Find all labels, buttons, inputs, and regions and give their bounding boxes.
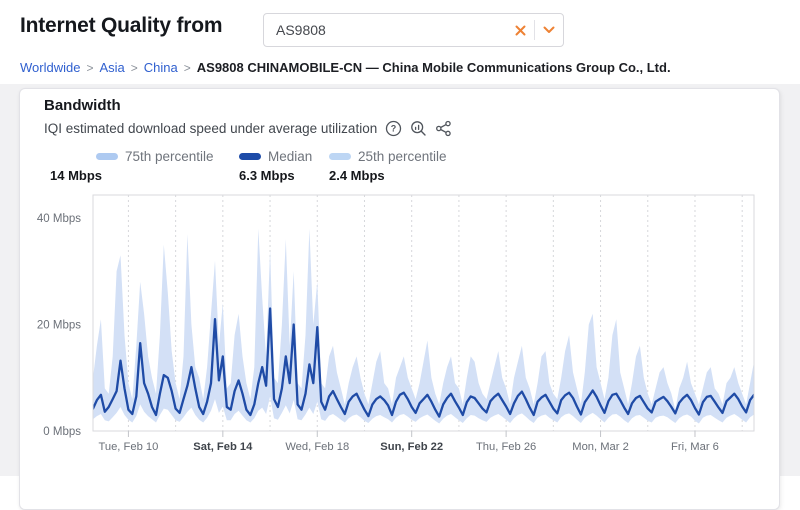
expand-chart-button[interactable] xyxy=(409,119,427,137)
p25-swatch xyxy=(329,153,351,160)
chevron-down-icon xyxy=(543,26,555,33)
legend-item-median[interactable]: Median 6.3 Mbps xyxy=(239,149,312,183)
asn-search-box[interactable] xyxy=(263,13,564,47)
breadcrumb-link-worldwide[interactable]: Worldwide xyxy=(20,60,81,75)
search-divider xyxy=(534,20,535,40)
svg-text:Thu, Feb 26: Thu, Feb 26 xyxy=(476,441,536,453)
chart-legend: 75th percentile 14 Mbps Median 6.3 Mbps … xyxy=(20,147,779,195)
content-background: Bandwidth IQI estimated download speed u… xyxy=(0,84,800,510)
svg-text:20 Mbps: 20 Mbps xyxy=(37,320,81,332)
x-icon xyxy=(515,25,525,35)
bandwidth-chart[interactable]: 0 Mbps 20 Mbps 40 Mbps Tue, Feb 10 Sat, Feb … xyxy=(34,189,779,461)
bandwidth-card: Bandwidth IQI estimated download speed u… xyxy=(19,88,780,510)
card-title: Bandwidth xyxy=(44,97,121,114)
help-button[interactable]: ? xyxy=(384,119,402,137)
p75-swatch xyxy=(96,153,118,160)
clear-search-button[interactable] xyxy=(506,16,534,44)
page-title: Internet Quality from xyxy=(20,14,223,37)
breadcrumb-link-china[interactable]: China xyxy=(143,60,178,75)
svg-text:Sun, Feb 22: Sun, Feb 22 xyxy=(380,441,443,453)
svg-text:0 Mbps: 0 Mbps xyxy=(43,426,81,438)
p25-value: 2.4 Mbps xyxy=(329,168,385,183)
share-icon xyxy=(435,120,451,136)
card-subtitle: IQI estimated download speed under avera… xyxy=(44,120,378,136)
bandwidth-chart-svg: 0 Mbps 20 Mbps 40 Mbps Tue, Feb 10 Sat, Feb … xyxy=(37,194,755,453)
card-subtitle-row: IQI estimated download speed under avera… xyxy=(44,119,452,137)
breadcrumb: Worldwide > Asia > China > AS9808 CHINAM… xyxy=(20,60,671,75)
breadcrumb-separator: > xyxy=(86,60,94,75)
breadcrumb-separator: > xyxy=(183,60,191,75)
breadcrumb-link-asia[interactable]: Asia xyxy=(99,60,125,75)
median-value: 6.3 Mbps xyxy=(239,168,295,183)
svg-text:?: ? xyxy=(390,123,396,133)
svg-text:Mon, Mar 2: Mon, Mar 2 xyxy=(572,441,629,453)
legend-item-p75[interactable]: 75th percentile 14 Mbps xyxy=(50,149,214,183)
legend-item-p25[interactable]: 25th percentile 2.4 Mbps xyxy=(329,149,447,183)
svg-text:Tue, Feb 10: Tue, Feb 10 xyxy=(98,441,158,453)
svg-text:Fri, Mar 6: Fri, Mar 6 xyxy=(671,441,719,453)
asn-search-input[interactable] xyxy=(264,22,506,38)
question-circle-icon: ? xyxy=(385,120,401,136)
breadcrumb-current-asn: AS9808 CHINAMOBILE-CN — China Mobile Com… xyxy=(196,60,671,75)
median-swatch xyxy=(239,153,261,160)
p75-value: 14 Mbps xyxy=(50,168,103,183)
median-label: Median xyxy=(268,149,313,164)
share-button[interactable] xyxy=(434,119,452,137)
svg-text:Sat, Feb 14: Sat, Feb 14 xyxy=(193,441,253,453)
svg-text:40 Mbps: 40 Mbps xyxy=(37,213,81,225)
p25-label: 25th percentile xyxy=(358,149,447,164)
breadcrumb-separator: > xyxy=(130,60,138,75)
magnifier-chart-icon xyxy=(410,120,426,136)
p75-label: 75th percentile xyxy=(125,149,214,164)
svg-text:Wed, Feb 18: Wed, Feb 18 xyxy=(285,441,349,453)
search-dropdown-button[interactable] xyxy=(535,16,563,44)
